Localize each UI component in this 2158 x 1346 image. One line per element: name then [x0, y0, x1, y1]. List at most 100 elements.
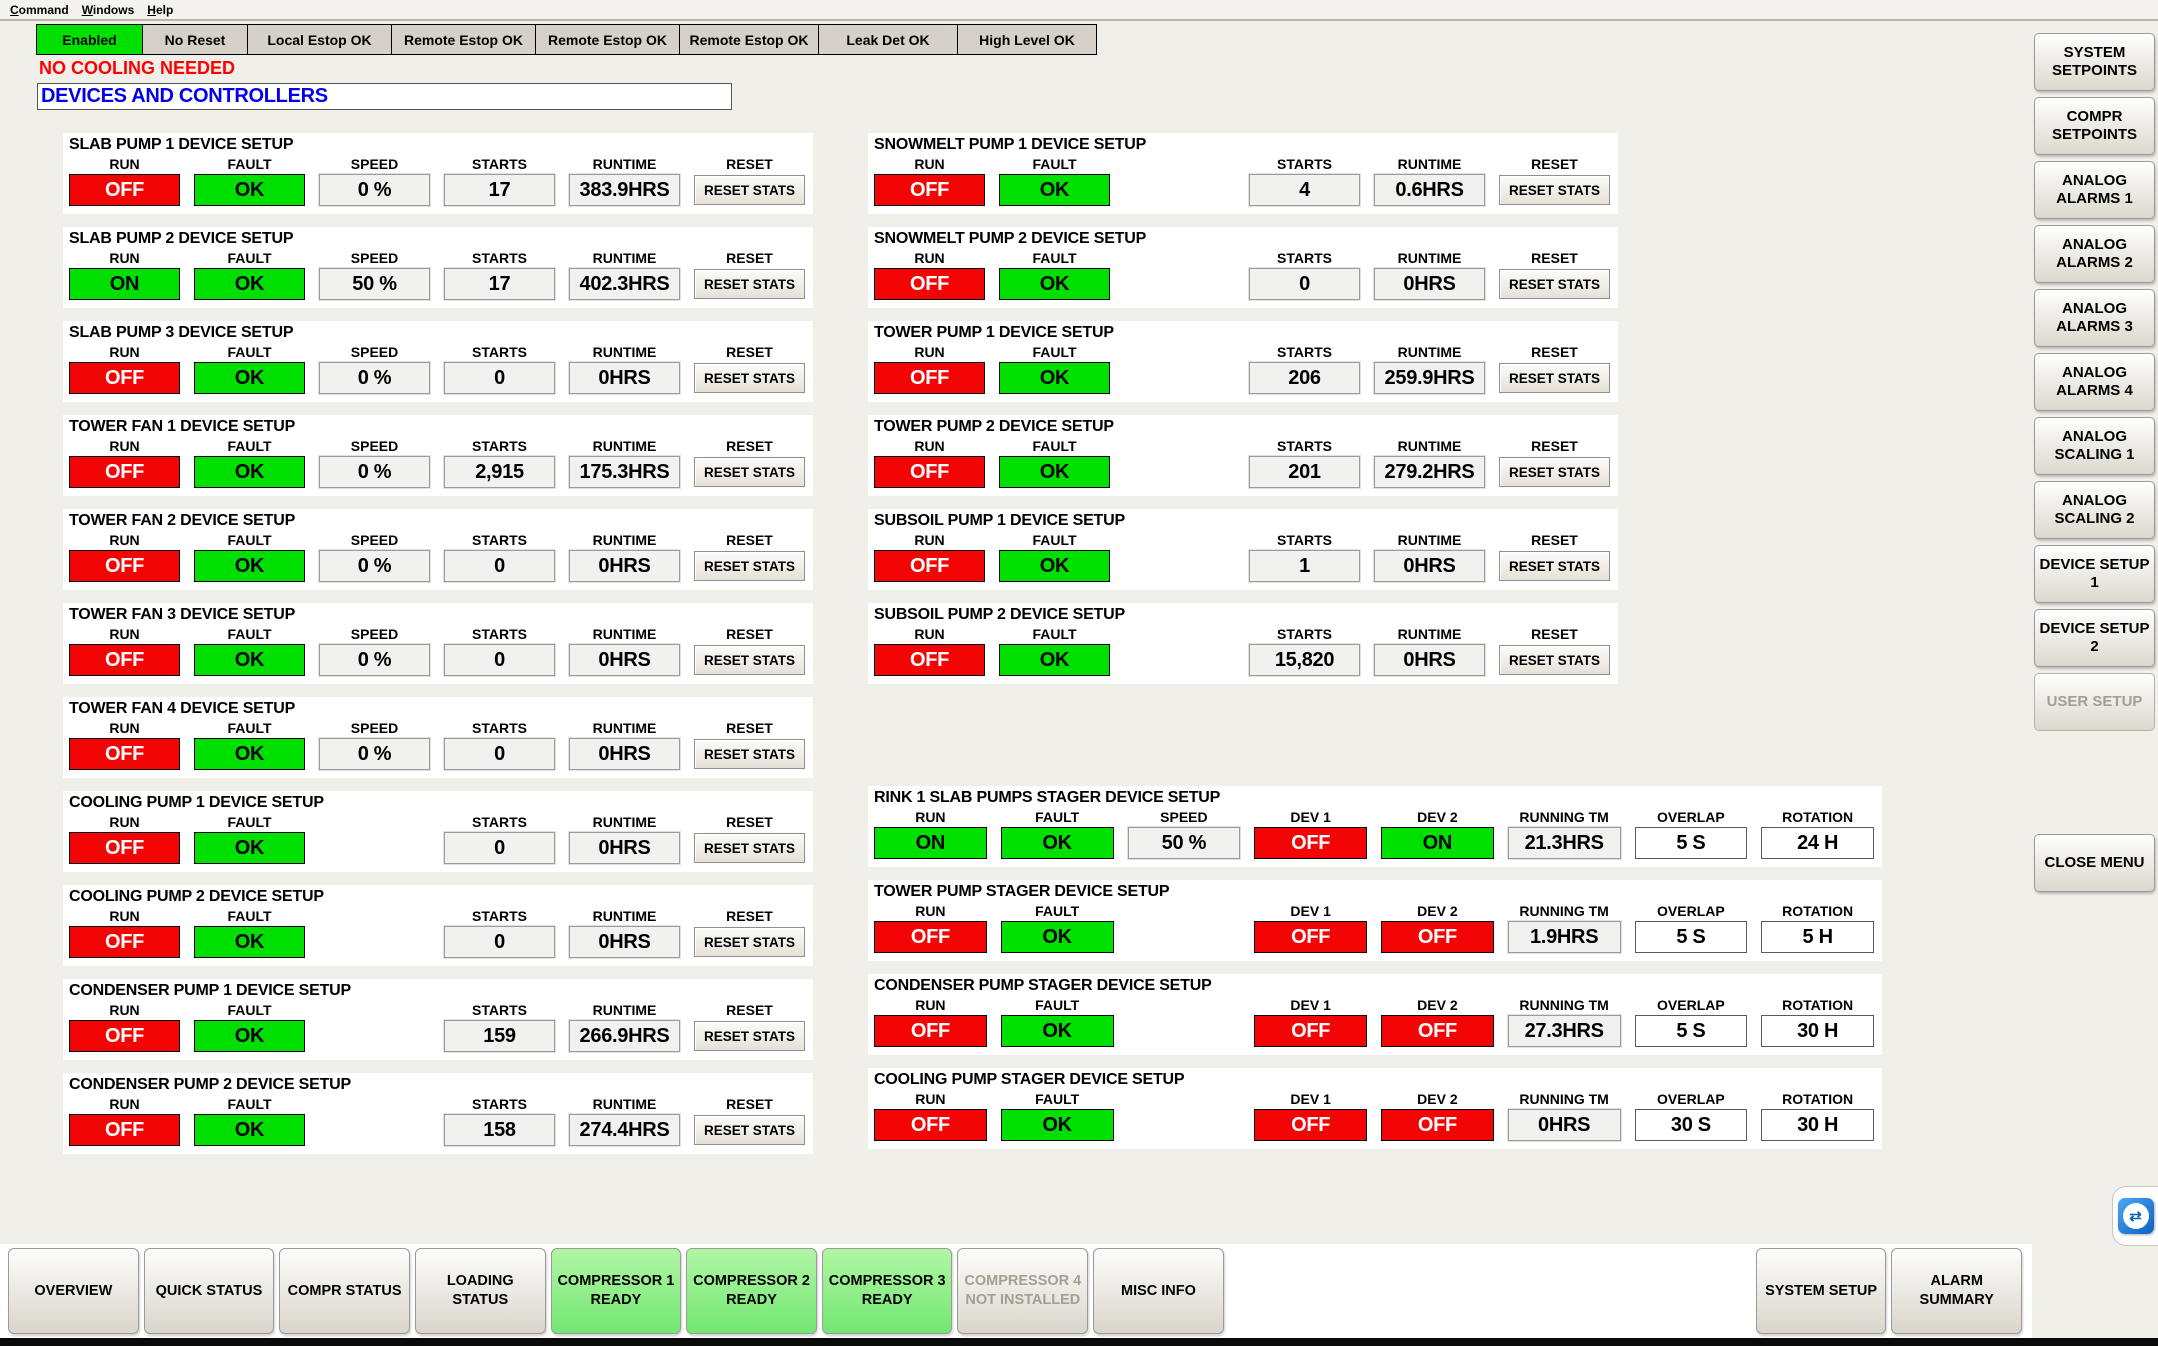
teamviewer-icon[interactable]: ⇄: [2117, 1198, 2154, 1234]
reset-stats-button[interactable]: RESET STATS: [1499, 363, 1610, 393]
bottom-button-compressor-3-ready[interactable]: COMPRESSOR 3 READY: [821, 1248, 953, 1334]
reset-stats-button[interactable]: RESET STATS: [694, 363, 805, 393]
runtime-label: RUNTIME: [1397, 532, 1462, 548]
fault-status-box: OK: [194, 644, 305, 676]
run-status-box[interactable]: OFF: [874, 921, 987, 953]
starts-value-box: 1: [1249, 550, 1360, 582]
overlap-setpoint-box[interactable]: 5 S: [1634, 827, 1748, 859]
bottom-button-alarm-summary[interactable]: ALARM SUMMARY: [1891, 1248, 2023, 1334]
status-button-local-estop-ok-2[interactable]: Local Estop OK: [247, 24, 392, 55]
speed-label: SPEED: [350, 250, 399, 266]
run-status-box[interactable]: OFF: [874, 550, 985, 582]
reset-stats-button[interactable]: RESET STATS: [1499, 269, 1610, 299]
run-status-box[interactable]: OFF: [69, 738, 180, 770]
sidebar-button-device-setup-2[interactable]: DEVICE SETUP 2: [2034, 609, 2155, 667]
reset-stats-button[interactable]: RESET STATS: [1499, 457, 1610, 487]
reset-label: RESET: [726, 1096, 773, 1112]
run-status-box[interactable]: OFF: [874, 644, 985, 676]
device-title: CONDENSER PUMP 2 DEVICE SETUP: [69, 1076, 351, 1093]
run-status-box[interactable]: OFF: [69, 926, 180, 958]
bottom-button-system-setup[interactable]: SYSTEM SETUP: [1755, 1248, 1887, 1334]
menu-item-help[interactable]: Help: [147, 3, 174, 17]
run-status-box[interactable]: OFF: [69, 1020, 180, 1052]
overlap-setpoint-box[interactable]: 5 S: [1634, 921, 1748, 953]
sidebar-button-compr-setpoints[interactable]: COMPR SETPOINTS: [2034, 97, 2155, 155]
status-button-remote-estop-ok-4[interactable]: Remote Estop OK: [535, 24, 680, 55]
status-button-remote-estop-ok-5[interactable]: Remote Estop OK: [679, 24, 819, 55]
run-status-box[interactable]: ON: [874, 827, 987, 859]
bottom-button-quick-status[interactable]: QUICK STATUS: [143, 1248, 275, 1334]
reset-stats-button[interactable]: RESET STATS: [1499, 175, 1610, 205]
bottom-button-loading-status[interactable]: LOADING STATUS: [414, 1248, 546, 1334]
reset-stats-button[interactable]: RESET STATS: [694, 739, 805, 769]
sidebar-button-analog-scaling-2[interactable]: ANALOG SCALING 2: [2034, 481, 2155, 539]
sidebar-button-close-menu[interactable]: CLOSE MENU: [2034, 834, 2155, 892]
run-cell: RUN OFF: [69, 908, 180, 958]
reset-stats-button[interactable]: RESET STATS: [694, 645, 805, 675]
fault-status-box: OK: [194, 1020, 305, 1052]
reset-cell: RESET RESET STATS: [694, 814, 805, 864]
sidebar-button-analog-alarms-3[interactable]: ANALOG ALARMS 3: [2034, 289, 2155, 347]
reset-stats-button[interactable]: RESET STATS: [694, 269, 805, 299]
run-status-box[interactable]: OFF: [874, 268, 985, 300]
reset-label: RESET: [726, 532, 773, 548]
run-status-box[interactable]: OFF: [874, 1109, 987, 1141]
run-status-box[interactable]: OFF: [69, 832, 180, 864]
run-status-box[interactable]: OFF: [69, 1114, 180, 1146]
run-status-box[interactable]: OFF: [874, 362, 985, 394]
reset-stats-button[interactable]: RESET STATS: [694, 175, 805, 205]
run-status-box[interactable]: ON: [69, 268, 180, 300]
device-panel-slab-pump-2-device-setup: SLAB PUMP 2 DEVICE SETUP RUN ON FAULT OK SPEE…: [63, 227, 813, 308]
status-button-remote-estop-ok-3[interactable]: Remote Estop OK: [391, 24, 536, 55]
bottom-button-compressor-2-ready[interactable]: COMPRESSOR 2 READY: [686, 1248, 817, 1334]
run-status-box[interactable]: OFF: [69, 174, 180, 206]
speed-cell: SPEED 0 %: [319, 720, 430, 770]
reset-stats-button[interactable]: RESET STATS: [1499, 645, 1610, 675]
menu-item-command[interactable]: Command: [10, 3, 69, 17]
menu-bar: Command Windows Help: [0, 0, 2158, 21]
reset-stats-button[interactable]: RESET STATS: [694, 833, 805, 863]
run-status-box[interactable]: OFF: [69, 644, 180, 676]
dev2-label: DEV 2: [1417, 903, 1458, 919]
run-status-box[interactable]: OFF: [874, 456, 985, 488]
run-status-box[interactable]: OFF: [69, 362, 180, 394]
dev2-label: DEV 2: [1417, 1091, 1458, 1107]
status-button-enabled-0[interactable]: Enabled: [36, 24, 143, 55]
run-status-box[interactable]: OFF: [69, 550, 180, 582]
remote-access-flap[interactable]: ⇄: [2112, 1186, 2158, 1246]
reset-stats-button[interactable]: RESET STATS: [694, 1115, 805, 1145]
overlap-setpoint-box[interactable]: 30 S: [1634, 1109, 1748, 1141]
rotation-setpoint-box[interactable]: 5 H: [1761, 921, 1874, 953]
reset-stats-button[interactable]: RESET STATS: [1499, 551, 1610, 581]
sidebar-button-analog-scaling-1[interactable]: ANALOG SCALING 1: [2034, 417, 2155, 475]
bottom-button-overview[interactable]: OVERVIEW: [8, 1248, 139, 1334]
sidebar-button-system-setpoints[interactable]: SYSTEM SETPOINTS: [2034, 33, 2155, 91]
stager-title: CONDENSER PUMP STAGER DEVICE SETUP: [874, 977, 1212, 994]
menu-item-windows[interactable]: Windows: [81, 3, 135, 17]
reset-stats-button[interactable]: RESET STATS: [694, 457, 805, 487]
reset-stats-button[interactable]: RESET STATS: [694, 551, 805, 581]
sidebar-button-device-setup-1[interactable]: DEVICE SETUP 1: [2034, 545, 2155, 603]
overlap-setpoint-box[interactable]: 5 S: [1634, 1015, 1748, 1047]
sidebar-button-analog-alarms-4[interactable]: ANALOG ALARMS 4: [2034, 353, 2155, 411]
bottom-button-misc-info[interactable]: MISC INFO: [1093, 1248, 1224, 1334]
reset-cell: RESET RESET STATS: [694, 156, 805, 206]
rotation-setpoint-box[interactable]: 24 H: [1761, 827, 1874, 859]
run-status-box[interactable]: OFF: [874, 174, 985, 206]
runtime-value-box: 402.3HRS: [569, 268, 680, 300]
rotation-setpoint-box[interactable]: 30 H: [1761, 1109, 1874, 1141]
bottom-button-compressor-1-ready[interactable]: COMPRESSOR 1 READY: [550, 1248, 682, 1334]
fault-status-box: OK: [999, 174, 1110, 206]
run-status-box[interactable]: OFF: [874, 1015, 987, 1047]
bottom-button-compr-status[interactable]: COMPR STATUS: [279, 1248, 410, 1334]
status-button-high-level-ok-7[interactable]: High Level OK: [957, 24, 1097, 55]
runtime-label: RUNTIME: [592, 250, 657, 266]
status-button-leak-det-ok-6[interactable]: Leak Det OK: [818, 24, 958, 55]
status-button-no-reset-1[interactable]: No Reset: [142, 24, 248, 55]
sidebar-button-analog-alarms-1[interactable]: ANALOG ALARMS 1: [2034, 161, 2155, 219]
rotation-setpoint-box[interactable]: 30 H: [1761, 1015, 1874, 1047]
run-status-box[interactable]: OFF: [69, 456, 180, 488]
reset-stats-button[interactable]: RESET STATS: [694, 1021, 805, 1051]
sidebar-button-analog-alarms-2[interactable]: ANALOG ALARMS 2: [2034, 225, 2155, 283]
reset-stats-button[interactable]: RESET STATS: [694, 927, 805, 957]
